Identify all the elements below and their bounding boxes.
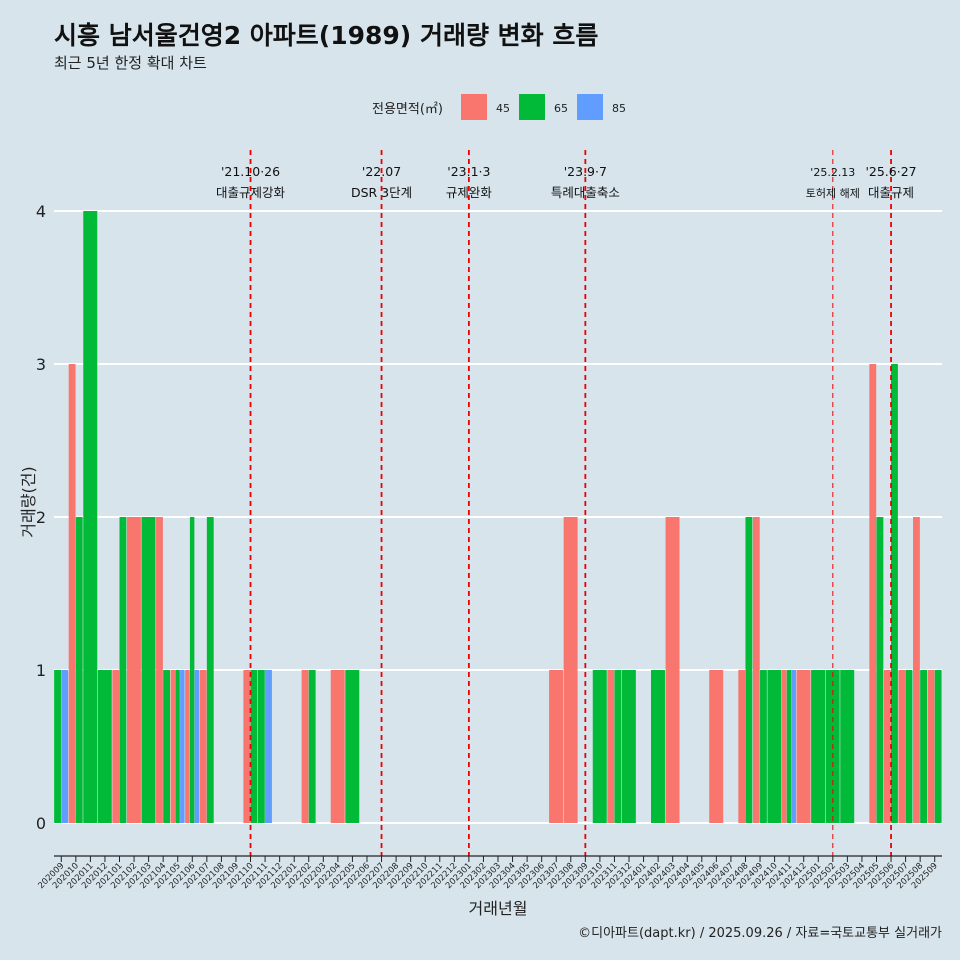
bar-202308-45 — [563, 517, 578, 823]
bar-202106-45 — [185, 670, 190, 823]
chart-subtitle: 최근 5년 한정 확대 차트 — [54, 54, 207, 72]
bar-202505-45 — [869, 364, 877, 823]
bar-202409-45 — [752, 517, 760, 823]
bar-202506-65 — [891, 364, 898, 823]
y-axis-label: 거래량(건) — [19, 466, 38, 537]
bar-202412-45 — [796, 670, 811, 823]
legend-swatch-45 — [461, 94, 487, 120]
event-label-202506: 대출규제 — [868, 185, 914, 200]
bar-202503-65 — [840, 670, 855, 823]
bar-202508-45 — [913, 517, 920, 823]
bar-202406-45 — [709, 670, 724, 823]
bar-202501-65 — [811, 670, 826, 823]
bar-202110-45 — [243, 670, 251, 823]
bar-202011-65 — [83, 211, 98, 823]
bar-202408-45 — [738, 670, 746, 823]
bar-202204-45 — [330, 670, 345, 823]
bar-202009-65 — [54, 670, 61, 823]
bar-202103-65 — [141, 517, 156, 823]
bar-202010-45 — [68, 364, 76, 823]
bar-202509-45 — [927, 670, 935, 823]
bar-202107-65 — [206, 517, 214, 823]
event-label-202502: 토허제 해제 — [806, 186, 860, 200]
bar-202104-65 — [163, 670, 171, 823]
bar-202202-45 — [301, 670, 309, 823]
event-lines: '21.10·26 대출규제강화 '22.07 DSR 3단계 '23.1·3 규제완화 '… — [216, 150, 917, 856]
bar-202408-65 — [745, 517, 753, 823]
legend-title: 전용면적(㎡) — [372, 102, 443, 117]
event-date-202309: '23.9·7 — [564, 164, 607, 179]
bar-202110-65 — [250, 670, 258, 823]
bar-202409-65 — [760, 670, 767, 823]
caption: ©디아파트(dapt.kr) / 2025.09.26 / 자료=국토교통부 실… — [578, 926, 942, 941]
bar-202403-45 — [665, 517, 680, 823]
event-date-202207: '22.07 — [362, 164, 401, 179]
bar-202505-65 — [876, 517, 884, 823]
y-tick-label: 1 — [36, 661, 46, 680]
bar-202012-65 — [97, 670, 112, 823]
bar-202312-65 — [621, 670, 636, 823]
bar-202106-65 — [189, 517, 195, 823]
event-label-202309: 특례대출축소 — [551, 185, 620, 200]
chart-title: 시흥 남서울건영2 아파트(1989) 거래량 변화 흐름 — [54, 21, 599, 50]
bar-202411-85 — [791, 670, 796, 823]
event-label-202207: DSR 3단계 — [351, 185, 412, 200]
event-date-202301: '23.1·3 — [447, 164, 490, 179]
y-tick-label: 3 — [36, 355, 46, 374]
event-date-202502: '25.2.13 — [810, 166, 855, 179]
bar-202307-45 — [549, 670, 564, 823]
bar-202205-65 — [345, 670, 360, 823]
bar-202402-65 — [650, 670, 665, 823]
bar-202411-65 — [786, 670, 792, 823]
bar-202311-45 — [607, 670, 615, 823]
bar-202507-45 — [898, 670, 906, 823]
legend-label-85: 85 — [612, 102, 626, 115]
legend-swatch-85 — [577, 94, 603, 120]
bar-202506-45 — [883, 670, 891, 823]
bar-202202-65 — [308, 670, 316, 823]
bar-202107-45 — [199, 670, 207, 823]
legend-label-45: 45 — [496, 102, 510, 115]
y-tick-label: 4 — [36, 202, 46, 221]
legend-label-65: 65 — [554, 102, 568, 115]
bar-202410-65 — [767, 670, 782, 823]
legend-swatch-65 — [519, 94, 545, 120]
bar-202508-65 — [920, 670, 927, 823]
event-label-202301: 규제완화 — [446, 185, 493, 200]
legend: 전용면적(㎡) 45 65 85 — [372, 94, 626, 120]
bar-202105-65 — [175, 670, 180, 823]
y-tick-label: 0 — [36, 814, 46, 833]
bar-202507-65 — [905, 670, 913, 823]
bar-202111-65 — [257, 670, 265, 823]
event-label-202110: 대출규제강화 — [216, 185, 286, 200]
event-date-202110: '21.10·26 — [221, 164, 280, 179]
bar-202310-65 — [592, 670, 607, 823]
bar-202104-45 — [156, 517, 163, 823]
bar-202010-65 — [75, 517, 83, 823]
bar-202101-65 — [119, 517, 127, 823]
bar-202101-45 — [112, 670, 120, 823]
bar-202009-85 — [61, 670, 69, 823]
x-axis-label: 거래년월 — [469, 899, 528, 918]
bar-202111-85 — [265, 670, 272, 823]
bar-202102-45 — [126, 517, 141, 823]
axes: 0123420200920201020201120201220210120210… — [36, 202, 942, 891]
bar-202106-85 — [194, 670, 200, 823]
bars — [54, 211, 942, 823]
bar-202509-65 — [934, 670, 942, 823]
y-tick-label: 2 — [36, 508, 46, 527]
bar-202105-85 — [180, 670, 185, 823]
bar-202411-45 — [782, 670, 787, 823]
bar-202105-45 — [170, 670, 176, 823]
event-date-202506: '25.6·27 — [865, 164, 916, 179]
bar-202311-65 — [614, 670, 622, 823]
